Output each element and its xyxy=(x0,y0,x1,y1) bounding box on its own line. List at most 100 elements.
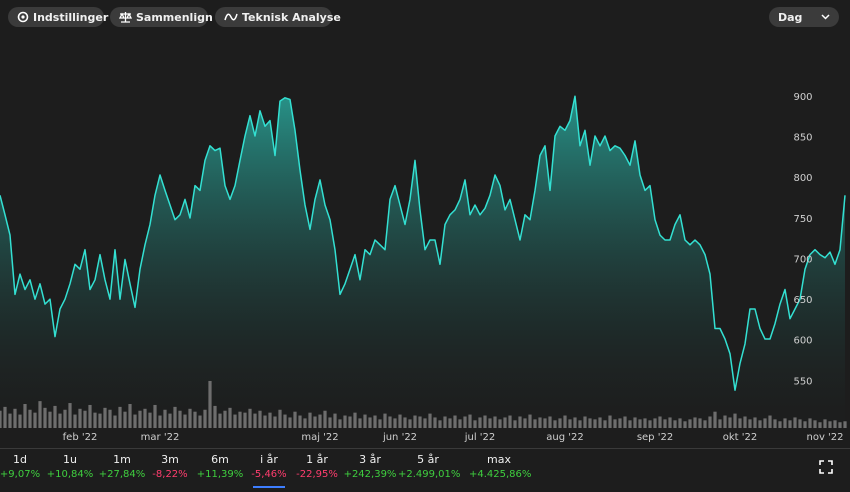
period-tab[interactable]: 1m +27,84% xyxy=(92,452,152,482)
volume-bar xyxy=(148,412,152,428)
period-label: 1u xyxy=(63,453,77,466)
volume-bar xyxy=(513,420,517,428)
period-tab[interactable]: 1d +9,07% xyxy=(0,452,50,482)
interval-dropdown[interactable]: Dag xyxy=(769,7,839,27)
volume-bar xyxy=(793,417,797,428)
volume-bar xyxy=(588,418,592,428)
volume-bar xyxy=(263,415,267,428)
volume-bar xyxy=(363,414,367,428)
volume-bar xyxy=(813,420,817,428)
x-tick-label: sep '22 xyxy=(637,432,673,443)
volume-bar xyxy=(3,406,7,428)
volume-bar xyxy=(133,414,137,428)
volume-bar xyxy=(753,417,757,428)
volume-bar xyxy=(333,413,337,428)
fullscreen-button[interactable] xyxy=(819,460,833,474)
volume-bar xyxy=(788,420,792,428)
volume-bar xyxy=(743,416,747,428)
period-change: -8,22% xyxy=(152,469,188,480)
compare-button[interactable]: Sammenlign xyxy=(110,7,213,27)
volume-bar xyxy=(203,409,207,428)
volume-bar xyxy=(658,416,662,428)
volume-bar xyxy=(368,417,372,428)
volume-bar xyxy=(578,420,582,428)
volume-bar xyxy=(543,418,547,428)
period-change: +9,07% xyxy=(0,469,41,480)
volume-bar xyxy=(273,416,277,428)
y-tick-label: 650 xyxy=(793,295,812,306)
volume-bar xyxy=(518,416,522,428)
volume-bar xyxy=(403,417,407,428)
volume-bar xyxy=(233,414,237,428)
volume-bar xyxy=(308,412,312,428)
volume-bar xyxy=(468,414,472,428)
volume-bar xyxy=(48,411,52,428)
volume-bar xyxy=(323,410,327,428)
period-change: +11,39% xyxy=(196,469,244,480)
volume-bar xyxy=(123,411,127,428)
wave-icon xyxy=(224,13,238,21)
period-tab[interactable]: 1u +10,84% xyxy=(40,452,100,482)
period-tab[interactable]: 3 år +242,39% xyxy=(340,452,400,482)
volume-bar xyxy=(238,411,242,428)
volume-bar xyxy=(373,415,377,428)
volume-bar xyxy=(748,419,752,428)
volume-bar xyxy=(713,411,717,428)
x-tick-label: aug '22 xyxy=(546,432,583,443)
volume-bar xyxy=(453,415,457,428)
volume-bar xyxy=(548,416,552,428)
period-tab[interactable]: 3m -8,22% xyxy=(140,452,200,482)
volume-bar xyxy=(53,405,57,428)
period-tab[interactable]: 6m +11,39% xyxy=(190,452,250,482)
volume-bar xyxy=(583,416,587,428)
volume-bar xyxy=(638,419,642,428)
period-change: -22,95% xyxy=(296,469,338,480)
volume-bar xyxy=(428,413,432,428)
volume-bar xyxy=(843,421,847,428)
y-tick-label: 900 xyxy=(793,92,812,103)
volume-bar xyxy=(93,412,97,428)
volume-bar xyxy=(353,412,357,428)
period-label: 1d xyxy=(13,453,27,466)
volume-bar xyxy=(43,407,47,428)
volume-bar xyxy=(773,419,777,428)
period-label: 3m xyxy=(161,453,179,466)
technical-analysis-button[interactable]: Teknisk Analyse xyxy=(215,7,341,27)
volume-bar xyxy=(758,420,762,428)
period-tab[interactable]: i år -5,46% xyxy=(239,452,299,488)
volume-bar xyxy=(313,416,317,428)
price-area xyxy=(0,96,845,430)
period-tab[interactable]: 1 år -22,95% xyxy=(287,452,347,482)
volume-bar xyxy=(398,414,402,428)
button-label: Teknisk Analyse xyxy=(242,10,341,24)
volume-bar xyxy=(243,412,247,428)
volume-bar xyxy=(418,416,422,428)
volume-bar xyxy=(248,408,252,428)
volume-bar xyxy=(413,415,417,428)
volume-bar xyxy=(63,409,67,428)
volume-bar xyxy=(678,418,682,428)
volume-bar xyxy=(623,416,627,428)
period-tab[interactable]: 5 år +2.499,01% xyxy=(398,452,460,482)
x-tick-label: jun '22 xyxy=(382,432,417,443)
period-label: 3 år xyxy=(359,453,381,466)
volume-bar xyxy=(223,410,227,428)
volume-bar xyxy=(33,412,37,428)
volume-bar xyxy=(593,419,597,428)
volume-bar xyxy=(108,409,112,428)
volume-bar xyxy=(703,420,707,428)
volume-bar xyxy=(448,418,452,428)
volume-bar xyxy=(188,408,192,428)
settings-button[interactable]: Indstillinger xyxy=(8,7,108,27)
volume-bar xyxy=(288,417,292,428)
volume-bar xyxy=(798,419,802,428)
volume-bar xyxy=(483,415,487,428)
volume-bar xyxy=(573,417,577,428)
period-label: 1 år xyxy=(306,453,328,466)
period-change: -5,46% xyxy=(251,469,287,480)
volume-bar xyxy=(458,419,462,428)
period-change: +27,84% xyxy=(98,469,146,480)
period-tab[interactable]: max +4.425,86% xyxy=(469,452,531,482)
volume-bar xyxy=(528,414,532,428)
